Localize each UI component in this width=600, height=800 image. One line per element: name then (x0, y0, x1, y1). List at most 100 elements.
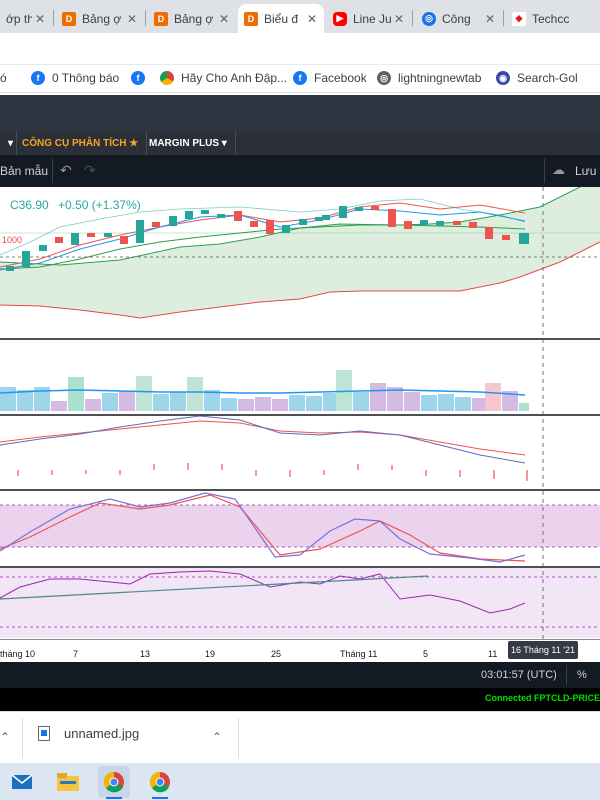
tab-0[interactable]: ớp th ✕ (0, 4, 52, 33)
utc-clock[interactable]: 03:01:57 (UTC) (481, 669, 557, 681)
candles (6, 206, 529, 271)
bookmark-notifications[interactable]: f 0 Thông báo (31, 71, 119, 85)
save-button[interactable]: Lưu (575, 164, 597, 178)
bookmark-label: Hãy Cho Anh Đập... (181, 71, 288, 85)
app-menu-bar: ▾ CÔNG CỤ PHÂN TÍCH ★ MARGIN PLUS ▾ (0, 131, 600, 155)
tab-label: ớp th (6, 11, 32, 26)
x-tick-label: 25 (271, 649, 282, 659)
chevron-up-icon[interactable]: ⌃ (212, 730, 223, 744)
search-gol-icon: ◉ (496, 71, 510, 85)
bookmark-label: 0 Thông báo (52, 71, 120, 85)
level-label: 1000 (2, 235, 23, 245)
bookmark-label: Search-Gol (517, 71, 578, 85)
bookmark-facebook[interactable]: f Facebook (293, 71, 367, 85)
x-tick-label: 19 (205, 649, 216, 659)
facebook-icon: f (131, 71, 145, 85)
x-tick-label: 7 (73, 649, 79, 659)
volume-bars (0, 370, 529, 411)
bookmark-label: lightningnewtab (398, 71, 482, 85)
crosshair-date-badge: 16 Tháng 11 '21 (508, 641, 578, 659)
menu-margin-plus[interactable]: MARGIN PLUS ▾ (141, 131, 236, 155)
app-header (0, 95, 600, 131)
chrome-icon[interactable] (144, 766, 176, 798)
chart-toolbar: Bản mẫu ↶ ↷ ☁ Lưu (0, 155, 600, 187)
d-icon: D (62, 11, 76, 26)
active-indicator (106, 797, 122, 799)
divider (22, 718, 23, 758)
close-icon[interactable]: ✕ (484, 11, 496, 26)
tab-label: Bảng ợ (82, 11, 122, 26)
tab-label: Biểu đ (264, 11, 299, 26)
x-tick-label: 11 (488, 649, 498, 659)
close-icon[interactable]: ✕ (34, 11, 46, 26)
redo-icon[interactable]: ↷ (84, 162, 96, 178)
x-tick-label: Tháng 11 (340, 649, 378, 659)
tab-5[interactable]: ◎ Công ✕ (416, 4, 502, 33)
bookmarks-bar: ó f 0 Thông báo f Hãy Cho Anh Đập... f F… (0, 65, 600, 93)
download-item[interactable]: unnamed.jpg (38, 726, 139, 741)
tab-label: Bảng ợ (174, 11, 214, 26)
bookmark-label: Facebook (314, 71, 367, 85)
close-icon[interactable]: ✕ (218, 11, 230, 26)
browser-tab-strip: ớp th ✕ D Bảng ợ ✕ D Bảng ợ ✕ D Biểu đ ✕… (0, 0, 600, 33)
connection-status: Connected FPTCLD-PRICE- (485, 693, 600, 703)
facebook-icon: f (293, 71, 307, 85)
techcombank-icon: ◆ (512, 11, 526, 26)
youtube-icon: ▶ (333, 11, 347, 26)
divider (52, 159, 53, 183)
close-icon[interactable]: ✕ (126, 11, 138, 26)
x-tick-label: tháng 10 (0, 649, 36, 659)
tab-3-active[interactable]: D Biểu đ ✕ (238, 4, 324, 33)
legend-close-price: C36.90 (10, 198, 49, 212)
divider (238, 718, 239, 758)
price-legend: C36.90 +0.50 (+1.37%) (10, 198, 141, 212)
chrome-icon[interactable] (98, 766, 130, 798)
chart-footer: 03:01:57 (UTC) % (0, 662, 600, 688)
status-bar: Connected FPTCLD-PRICE- (0, 688, 600, 711)
bookmark-0[interactable]: ó (0, 71, 7, 85)
menu-caret[interactable]: ▾ (0, 131, 17, 155)
bookmark-hay-cho-anh[interactable]: Hãy Cho Anh Đập... (160, 71, 287, 85)
tab-label: Công (442, 11, 471, 26)
chart-svg (0, 187, 600, 662)
template-button[interactable]: Bản mẫu (0, 164, 49, 178)
bookmark-search-gol[interactable]: ◉ Search-Gol (496, 71, 578, 85)
undo-icon[interactable]: ↶ (60, 162, 72, 178)
close-icon[interactable]: ✕ (393, 11, 405, 26)
chart-area[interactable] (0, 187, 600, 662)
x-tick-label: 13 (140, 649, 151, 659)
mail-icon[interactable] (6, 766, 38, 798)
tab-6[interactable]: ◆ Techcc (506, 4, 600, 33)
tab-1[interactable]: D Bảng ợ ✕ (56, 4, 144, 33)
percent-toggle[interactable]: % (577, 669, 587, 681)
tab-4[interactable]: ▶ Line Ju ✕ (327, 4, 411, 33)
bookmark-facebook-2[interactable]: f (131, 71, 152, 85)
chrome-icon (160, 71, 174, 85)
address-toolbar (0, 33, 600, 65)
bookmark-lightningnewtab[interactable]: ◎ lightningnewtab (377, 71, 481, 85)
globe-icon: ◎ (377, 71, 391, 85)
cloud-icon: ☁ (552, 162, 565, 177)
x-tick-label: 5 (423, 649, 429, 659)
chevron-up-icon[interactable]: ⌃ (0, 730, 11, 744)
active-indicator (152, 797, 168, 799)
tab-2[interactable]: D Bảng ợ ✕ (148, 4, 236, 33)
file-icon (38, 726, 50, 741)
bookmark-label: ó (0, 71, 7, 85)
divider (566, 665, 567, 685)
close-icon[interactable]: ✕ (306, 11, 318, 26)
download-filename: unnamed.jpg (64, 726, 140, 741)
downloads-bar: ⌃ unnamed.jpg ⌃ (0, 711, 600, 763)
windows-taskbar (0, 763, 600, 800)
globe-icon: ◎ (422, 11, 436, 26)
time-axis[interactable]: tháng 10 7 13 19 25 Tháng 11 5 11 (0, 640, 600, 662)
d-icon: D (244, 11, 258, 26)
d-icon: D (154, 11, 168, 26)
tab-label: Line Ju (353, 11, 391, 26)
tab-label: Techcc (532, 11, 570, 26)
divider (544, 159, 545, 183)
legend-change: +0.50 (+1.37%) (58, 198, 141, 212)
facebook-icon: f (31, 71, 45, 85)
file-explorer-icon[interactable] (52, 766, 84, 798)
menu-analysis-tools[interactable]: CÔNG CỤ PHÂN TÍCH ★ (14, 131, 148, 155)
